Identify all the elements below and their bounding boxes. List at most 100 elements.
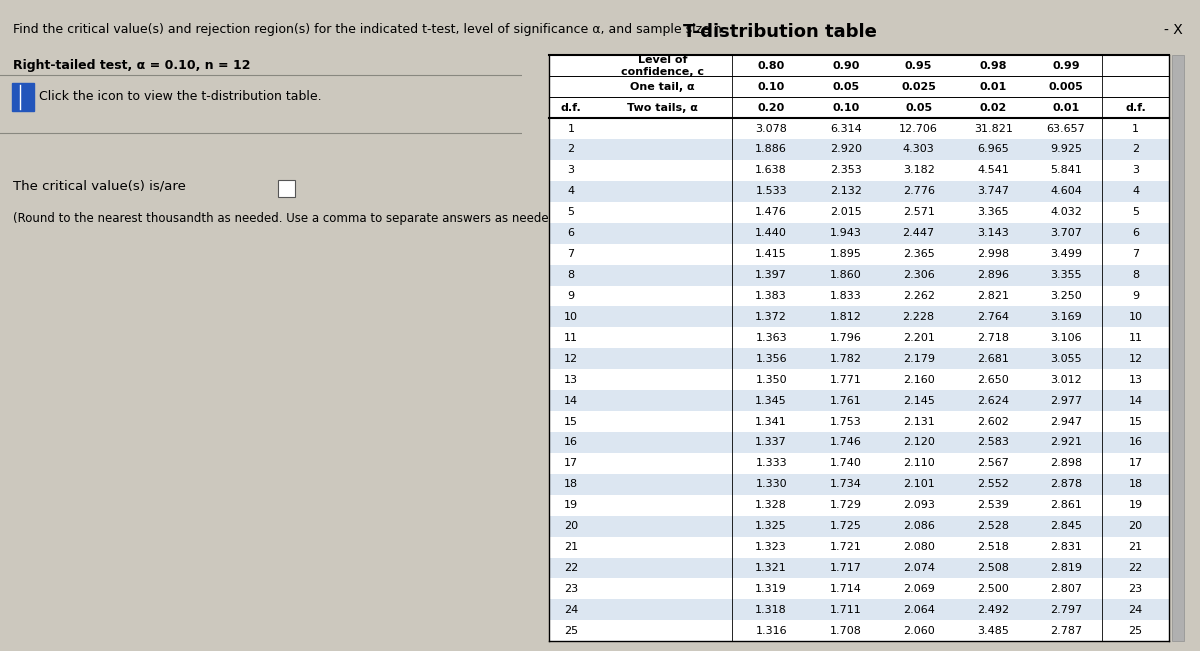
Text: 3.169: 3.169 [1050, 312, 1082, 322]
Text: 1.363: 1.363 [755, 333, 787, 343]
Text: 2.878: 2.878 [1050, 479, 1082, 490]
Text: d.f.: d.f. [560, 103, 582, 113]
Text: 1.729: 1.729 [829, 500, 862, 510]
Bar [550, 536, 1170, 557]
Text: 2.015: 2.015 [830, 207, 862, 217]
Text: 2.896: 2.896 [977, 270, 1009, 280]
Text: 3.106: 3.106 [1050, 333, 1082, 343]
Text: 22: 22 [564, 563, 578, 573]
Text: 0.01: 0.01 [1052, 103, 1080, 113]
Text: 1.753: 1.753 [830, 417, 862, 426]
Text: 17: 17 [1128, 458, 1142, 468]
Bar [550, 432, 1170, 453]
Text: 6.965: 6.965 [977, 145, 1009, 154]
Text: 1.337: 1.337 [755, 437, 787, 447]
Bar [550, 118, 1170, 139]
Text: 12.706: 12.706 [899, 124, 938, 133]
Text: 12: 12 [1128, 353, 1142, 364]
Text: 0.025: 0.025 [901, 82, 936, 92]
Text: 3.747: 3.747 [977, 186, 1009, 197]
Text: 1.717: 1.717 [830, 563, 862, 573]
Text: 3.707: 3.707 [1050, 229, 1082, 238]
Text: 9: 9 [568, 291, 575, 301]
Text: 2.776: 2.776 [902, 186, 935, 197]
Text: 1.372: 1.372 [755, 312, 787, 322]
Text: 2.064: 2.064 [902, 605, 935, 615]
Text: 13: 13 [564, 375, 578, 385]
Text: 2.492: 2.492 [977, 605, 1009, 615]
Text: 2.947: 2.947 [1050, 417, 1082, 426]
Text: 1.708: 1.708 [830, 626, 862, 636]
Text: 0.90: 0.90 [832, 61, 859, 71]
FancyBboxPatch shape [278, 180, 295, 197]
Text: 2.086: 2.086 [902, 521, 935, 531]
Text: 3.485: 3.485 [977, 626, 1009, 636]
Text: 0.05: 0.05 [832, 82, 859, 92]
Text: Right-tailed test, α = 0.10, n = 12: Right-tailed test, α = 0.10, n = 12 [13, 59, 251, 72]
Text: 1.415: 1.415 [755, 249, 787, 259]
FancyBboxPatch shape [12, 83, 34, 111]
Bar [550, 579, 1170, 600]
Text: 2: 2 [1132, 145, 1139, 154]
Bar [550, 495, 1170, 516]
Text: 3: 3 [1132, 165, 1139, 175]
Text: 4.604: 4.604 [1050, 186, 1082, 197]
Text: 6: 6 [568, 229, 575, 238]
Text: 1.746: 1.746 [830, 437, 862, 447]
Bar [550, 181, 1170, 202]
Bar [550, 223, 1170, 243]
Text: 2.921: 2.921 [1050, 437, 1082, 447]
Text: 0.98: 0.98 [979, 61, 1007, 71]
Text: 1.761: 1.761 [830, 396, 862, 406]
Text: 23: 23 [1128, 584, 1142, 594]
Text: 1.350: 1.350 [755, 375, 787, 385]
Text: 2.093: 2.093 [902, 500, 935, 510]
Bar [550, 160, 1170, 181]
Text: 2.539: 2.539 [977, 500, 1009, 510]
Text: 1: 1 [568, 124, 575, 133]
Text: 1.721: 1.721 [830, 542, 862, 552]
Text: 3.365: 3.365 [977, 207, 1009, 217]
Bar [1171, 55, 1183, 641]
Text: 1.383: 1.383 [755, 291, 787, 301]
Text: 2.508: 2.508 [977, 563, 1009, 573]
Text: 2.898: 2.898 [1050, 458, 1082, 468]
Text: 1.316: 1.316 [755, 626, 787, 636]
Text: d.f.: d.f. [1126, 103, 1146, 113]
Text: 2.500: 2.500 [977, 584, 1009, 594]
Text: 1.325: 1.325 [755, 521, 787, 531]
Text: 2.920: 2.920 [829, 145, 862, 154]
Text: 0.20: 0.20 [757, 103, 785, 113]
Text: 2: 2 [568, 145, 575, 154]
Text: 1.397: 1.397 [755, 270, 787, 280]
Text: 2.179: 2.179 [902, 353, 935, 364]
Text: 1.711: 1.711 [830, 605, 862, 615]
Text: 1.321: 1.321 [755, 563, 787, 573]
Text: 1.771: 1.771 [830, 375, 862, 385]
Text: 0.10: 0.10 [757, 82, 785, 92]
Text: 2.602: 2.602 [977, 417, 1009, 426]
Text: 2.528: 2.528 [977, 521, 1009, 531]
Text: 2.624: 2.624 [977, 396, 1009, 406]
Text: 21: 21 [564, 542, 578, 552]
Text: 0.80: 0.80 [757, 61, 785, 71]
Text: 1.860: 1.860 [830, 270, 862, 280]
Text: (Round to the nearest thousandth as needed. Use a comma to separate answers as n: (Round to the nearest thousandth as need… [13, 212, 564, 225]
Text: 2.764: 2.764 [977, 312, 1009, 322]
Text: 2.583: 2.583 [977, 437, 1009, 447]
Text: 19: 19 [1128, 500, 1142, 510]
Text: 4: 4 [1132, 186, 1139, 197]
Text: 1.328: 1.328 [755, 500, 787, 510]
Text: 2.845: 2.845 [1050, 521, 1082, 531]
Text: 2.861: 2.861 [1050, 500, 1082, 510]
Text: 21: 21 [1128, 542, 1142, 552]
Text: 2.201: 2.201 [902, 333, 935, 343]
Text: 3.182: 3.182 [902, 165, 935, 175]
Text: 2.831: 2.831 [1050, 542, 1082, 552]
Text: 1.895: 1.895 [830, 249, 862, 259]
Text: 4.303: 4.303 [902, 145, 935, 154]
Bar [550, 286, 1170, 307]
Text: 23: 23 [564, 584, 578, 594]
Text: 11: 11 [564, 333, 578, 343]
Text: 1.341: 1.341 [755, 417, 787, 426]
